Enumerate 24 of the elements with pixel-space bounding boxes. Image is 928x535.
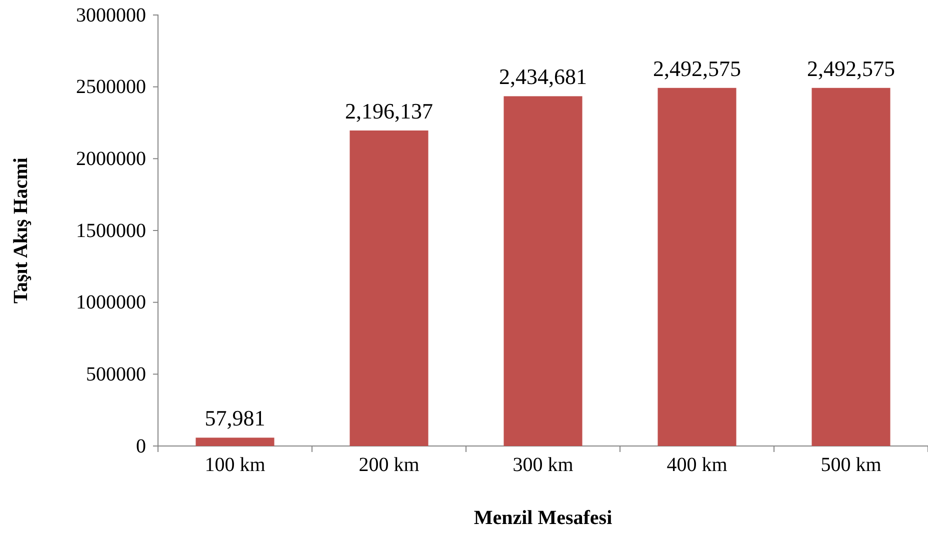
y-tick-label: 2500000: [76, 76, 146, 98]
y-tick-label: 500000: [86, 364, 146, 386]
y-tick-label: 0: [136, 435, 146, 458]
x-tick-label: 400 km: [666, 454, 728, 476]
bar: [658, 88, 736, 446]
y-tick-label: 2000000: [76, 148, 146, 170]
data-label: 2,492,575: [653, 56, 741, 81]
data-label: 2,196,137: [345, 98, 433, 124]
y-axis-title: Taşıt Akış Hacmi: [10, 157, 32, 304]
x-tick-label: 300 km: [512, 454, 574, 476]
x-axis-title: Menzil Mesafesi: [474, 507, 613, 529]
data-label: 2,492,575: [807, 56, 895, 81]
data-label: 2,434,681: [499, 64, 587, 90]
bar: [196, 438, 274, 446]
bar: [812, 88, 890, 446]
x-tick-label: 200 km: [358, 454, 420, 476]
x-tick-label: 500 km: [820, 454, 882, 476]
x-tick-label: 100 km: [204, 454, 266, 476]
bar: [504, 96, 582, 446]
data-label: 57,981: [204, 406, 266, 431]
y-tick-label: 1500000: [76, 220, 146, 242]
y-tick-label: 3000000: [76, 4, 146, 26]
bar: [350, 130, 428, 446]
y-tick-label: 1000000: [76, 292, 146, 314]
